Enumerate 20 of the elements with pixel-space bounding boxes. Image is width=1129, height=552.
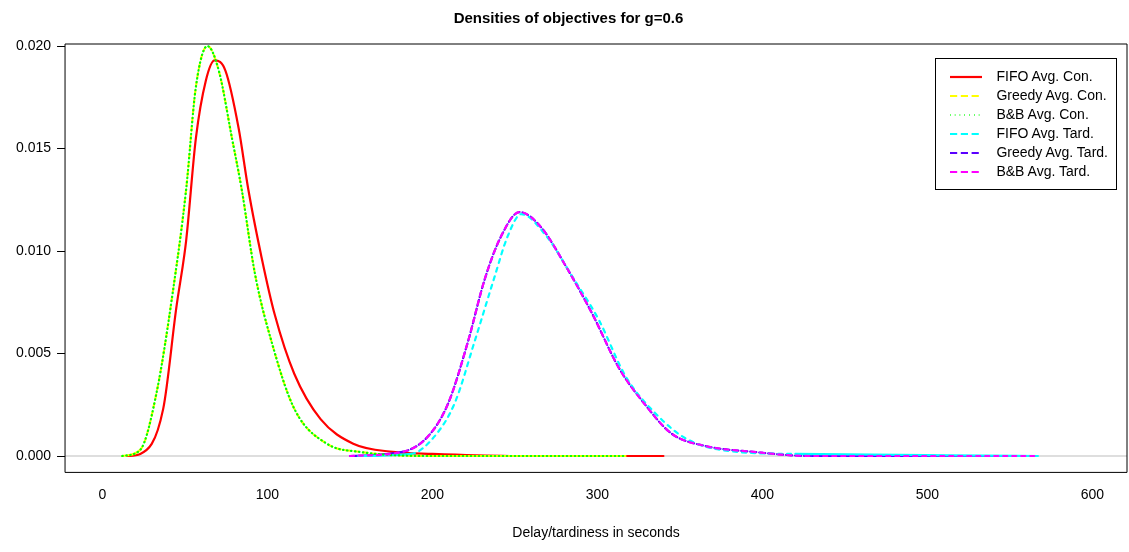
legend-label: B&B Avg. Tard. xyxy=(996,162,1091,181)
x-tick-label: 200 xyxy=(420,485,445,502)
legend-label: B&B Avg. Con. xyxy=(996,105,1089,124)
x-axis-title: Delay/tardiness in seconds xyxy=(512,524,680,541)
chart-title: Densities of objectives for g=0.6 xyxy=(453,9,684,27)
y-tick-label: 0.005 xyxy=(15,344,52,361)
y-tick-label: 0.010 xyxy=(15,241,52,258)
x-tick-label: 300 xyxy=(585,485,610,502)
legend-label: FIFO Avg. Con. xyxy=(996,67,1093,86)
legend-label: FIFO Avg. Tard. xyxy=(996,124,1094,143)
x-tick-label: 500 xyxy=(915,485,940,502)
x-tick-label: 0 xyxy=(98,485,107,502)
legend-label: Greedy Avg. Con. xyxy=(996,86,1107,105)
y-tick-label: 0.020 xyxy=(15,36,52,53)
x-tick-label: 600 xyxy=(1080,485,1105,502)
legend-label: Greedy Avg. Tard. xyxy=(996,143,1108,162)
y-tick-label: 0.015 xyxy=(15,139,52,156)
x-tick-label: 100 xyxy=(255,485,280,502)
y-tick-label: 0.000 xyxy=(15,446,52,463)
x-tick-label: 400 xyxy=(750,485,775,502)
